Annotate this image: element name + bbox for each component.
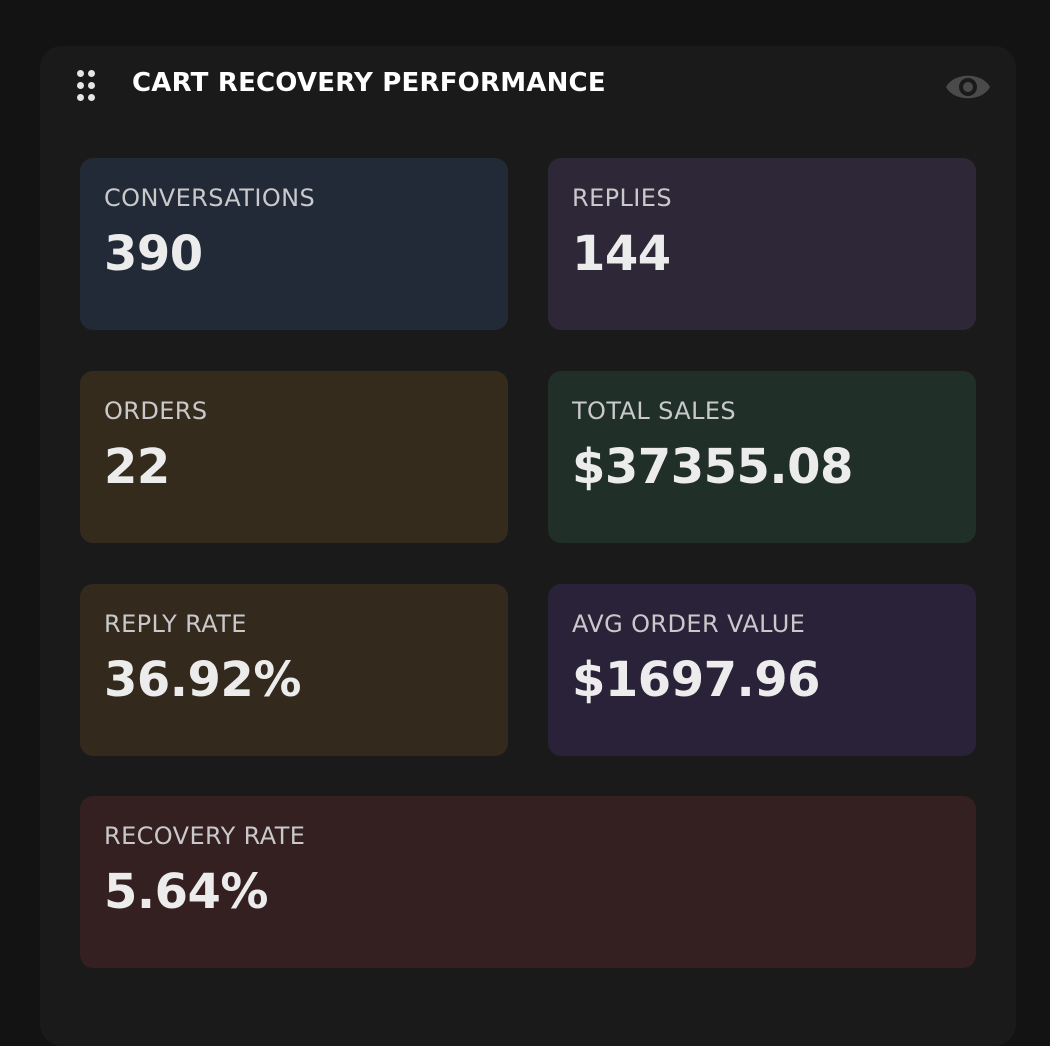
orders-label: ORDERS bbox=[104, 397, 208, 425]
avg-order-value-value: $1697.96 bbox=[572, 652, 821, 708]
reply-rate-card: REPLY RATE 36.92% bbox=[80, 584, 508, 756]
drag-handle-icon[interactable] bbox=[77, 70, 99, 104]
recovery-rate-label: RECOVERY RATE bbox=[104, 822, 306, 850]
total-sales-value: $37355.08 bbox=[572, 439, 853, 495]
drag-dot bbox=[77, 94, 84, 101]
drag-dot bbox=[77, 82, 84, 89]
reply-rate-value: 36.92% bbox=[104, 652, 301, 708]
drag-dot bbox=[88, 82, 95, 89]
total-sales-label: TOTAL SALES bbox=[572, 397, 737, 425]
avg-order-value-label: AVG ORDER VALUE bbox=[572, 610, 806, 638]
recovery-rate-card: RECOVERY RATE 5.64% bbox=[80, 796, 976, 968]
avg-order-value-card: AVG ORDER VALUE $1697.96 bbox=[548, 584, 976, 756]
orders-card: ORDERS 22 bbox=[80, 371, 508, 543]
replies-card: REPLIES 144 bbox=[548, 158, 976, 330]
drag-dot bbox=[88, 94, 95, 101]
conversations-value: 390 bbox=[104, 226, 203, 282]
eye-icon[interactable] bbox=[944, 66, 992, 108]
recovery-rate-value: 5.64% bbox=[104, 864, 269, 920]
conversations-label: CONVERSATIONS bbox=[104, 184, 316, 212]
total-sales-card: TOTAL SALES $37355.08 bbox=[548, 371, 976, 543]
conversations-card: CONVERSATIONS 390 bbox=[80, 158, 508, 330]
panel-title: CART RECOVERY PERFORMANCE bbox=[132, 68, 606, 98]
replies-value: 144 bbox=[572, 226, 671, 282]
drag-dot bbox=[88, 70, 95, 77]
drag-dot bbox=[77, 70, 84, 77]
reply-rate-label: REPLY RATE bbox=[104, 610, 247, 638]
orders-value: 22 bbox=[104, 439, 170, 495]
replies-label: REPLIES bbox=[572, 184, 672, 212]
